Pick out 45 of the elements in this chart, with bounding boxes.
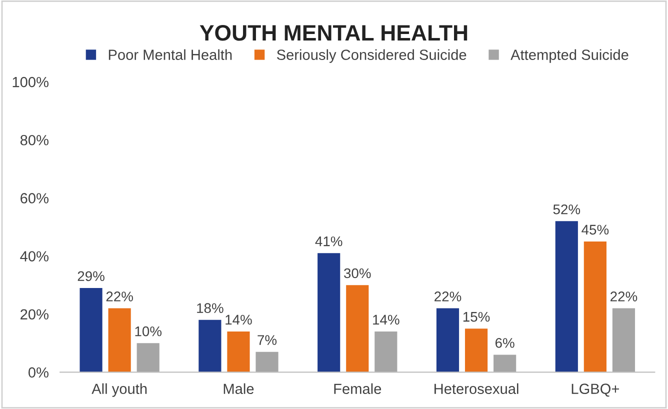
bar [346,285,369,372]
data-label: 45% [582,224,609,235]
data-label: 14% [373,314,400,325]
bar [584,242,606,372]
x-tick-label: Female [334,383,382,394]
y-tick-label: 40% [20,251,48,262]
y-tick-label: 60% [20,193,48,204]
x-tick-label: Male [224,383,254,394]
data-label: 30% [344,268,371,278]
bar [256,352,278,372]
y-tick-label: 20% [20,309,48,320]
x-tick-label: LGBQ+ [572,384,619,397]
bar [555,221,578,372]
legend-label: Seriously Considered Suicide [276,49,466,63]
data-label: 18% [197,303,224,314]
data-label: 22% [610,292,638,302]
x-tick-label: All youth [92,383,147,397]
data-label: 6% [495,338,514,348]
bar [612,308,636,372]
legend-label: Attempted Suicide [510,49,628,63]
data-label: 15% [463,312,490,322]
bar [464,328,488,372]
bar [198,320,222,372]
bar [318,253,340,372]
bar [80,288,102,372]
data-label: 29% [78,271,104,282]
bar [136,343,160,372]
y-tick-label: 0% [28,367,48,378]
bar [436,308,460,372]
bar [108,308,131,372]
data-label: 22% [106,292,133,302]
bar [227,332,250,372]
data-label: 10% [135,326,162,336]
bar [374,332,398,372]
y-tick-label: 80% [20,134,48,146]
bar [494,354,516,372]
legend-label: Poor Mental Health [108,49,232,60]
chart-title: YOUTH MENTAL HEALTH [200,24,468,41]
data-label: 7% [258,335,277,345]
y-tick-label: 100% [12,76,48,88]
data-label: 52% [553,204,580,214]
x-tick-label: Heterosexual [434,383,518,394]
data-label: 14% [226,314,252,325]
data-label: 41% [315,236,342,246]
data-label: 22% [434,292,462,302]
